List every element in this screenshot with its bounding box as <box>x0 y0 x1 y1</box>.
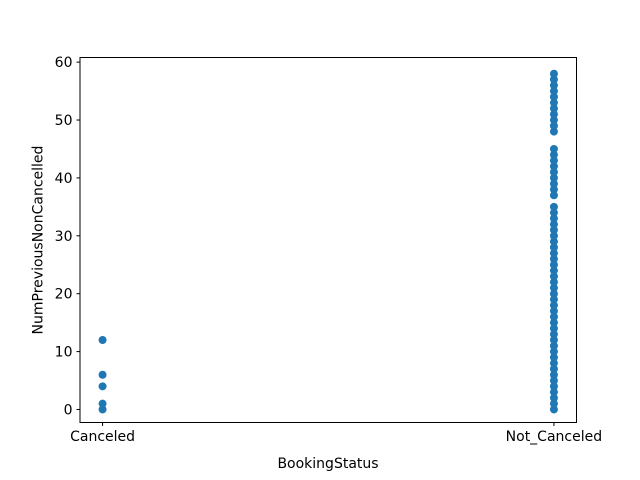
data-point <box>549 295 558 304</box>
data-point <box>98 370 107 379</box>
data-point <box>549 69 558 78</box>
data-point <box>549 98 558 107</box>
data-point <box>549 254 558 263</box>
x-tick-label-not-canceled: Not_Canceled <box>505 429 603 445</box>
y-tick-label: 10 <box>55 345 73 361</box>
data-point <box>549 191 558 200</box>
data-point <box>549 405 558 414</box>
data-point <box>549 156 558 165</box>
data-point <box>549 359 558 368</box>
data-point <box>549 150 558 159</box>
data-point <box>98 382 107 391</box>
data-point <box>549 376 558 385</box>
data-point <box>549 393 558 402</box>
y-tick-label: 50 <box>55 113 73 129</box>
data-point <box>549 116 558 125</box>
data-point <box>549 370 558 379</box>
data-point <box>549 185 558 194</box>
data-point <box>549 364 558 373</box>
data-point <box>549 104 558 113</box>
data-point <box>549 110 558 119</box>
y-axis-label: NumPreviousNonCancelled <box>30 145 47 335</box>
data-point <box>549 312 558 321</box>
x-axis-label: BookingStatus <box>277 456 379 472</box>
data-point <box>549 202 558 211</box>
data-point <box>98 336 107 345</box>
data-point <box>549 144 558 153</box>
data-point <box>549 237 558 246</box>
data-point <box>549 127 558 136</box>
data-point <box>549 353 558 362</box>
data-point <box>549 382 558 391</box>
data-point <box>549 289 558 298</box>
data-point <box>549 162 558 171</box>
data-point <box>549 81 558 90</box>
data-point <box>549 260 558 269</box>
data-point <box>98 399 107 408</box>
data-point <box>549 75 558 84</box>
y-tick-label: 30 <box>55 229 73 245</box>
data-point <box>98 405 107 414</box>
data-point <box>549 214 558 223</box>
data-point <box>549 87 558 96</box>
y-tick-label: 20 <box>55 287 73 303</box>
data-point <box>549 399 558 408</box>
x-tick-label-canceled: Canceled <box>70 429 136 445</box>
data-point <box>549 226 558 235</box>
data-point <box>549 301 558 310</box>
data-point <box>549 272 558 281</box>
data-point <box>549 121 558 130</box>
data-point <box>549 168 558 177</box>
data-point <box>549 324 558 333</box>
data-point <box>549 173 558 182</box>
data-point <box>549 336 558 345</box>
data-point <box>549 278 558 287</box>
data-point <box>549 388 558 397</box>
y-tick-label: 60 <box>55 55 73 71</box>
data-point <box>549 231 558 240</box>
y-tick-label: 40 <box>55 171 73 187</box>
data-point <box>549 92 558 101</box>
plot-spines <box>79 57 577 423</box>
data-point <box>549 243 558 252</box>
data-point <box>549 341 558 350</box>
data-point <box>549 318 558 327</box>
data-point <box>549 266 558 275</box>
data-point <box>549 179 558 188</box>
y-tick-label: 0 <box>64 402 73 418</box>
data-point <box>549 208 558 217</box>
data-point <box>549 220 558 229</box>
data-point <box>549 330 558 339</box>
data-point <box>549 249 558 258</box>
data-point <box>549 307 558 316</box>
data-point <box>549 283 558 292</box>
data-point <box>549 347 558 356</box>
